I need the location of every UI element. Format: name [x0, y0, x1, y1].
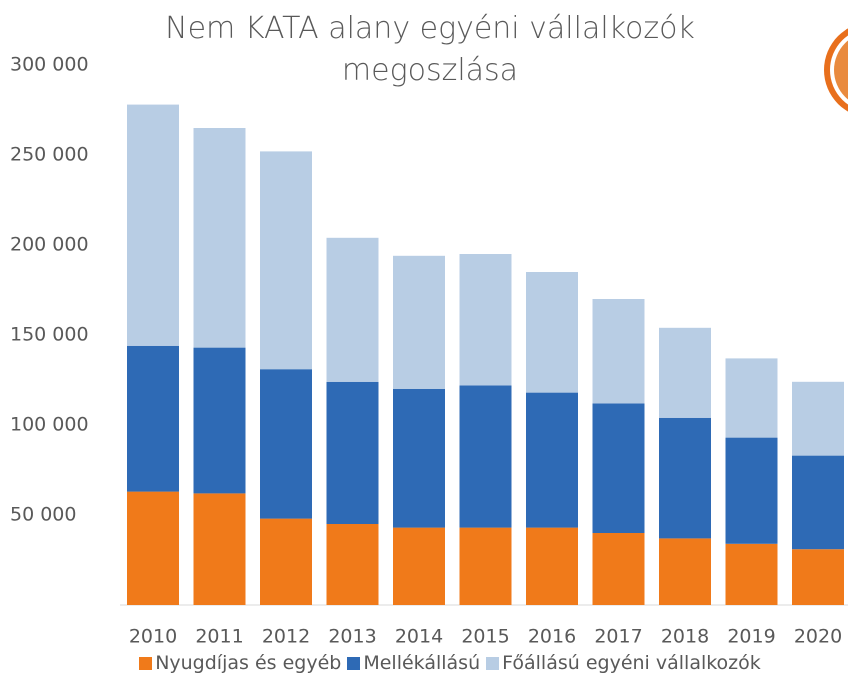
bar-segment [193, 347, 246, 494]
y-tick-label: 250 000 [10, 144, 89, 166]
bar-segment [193, 128, 246, 348]
x-tick-label: 2010 [129, 626, 177, 648]
chart-title: Nem KATA alany egyéni vállalkozók megosz… [165, 11, 695, 88]
bar-segment [792, 381, 844, 456]
bar-segment [326, 237, 379, 382]
y-tick-label: 300 000 [10, 54, 89, 76]
bar-segment [459, 527, 512, 605]
bar-segment [260, 518, 312, 605]
bar-segment [725, 543, 778, 605]
x-tick-label: 2012 [262, 626, 310, 648]
bar-segment [526, 272, 578, 393]
bar-segment [592, 403, 645, 533]
bar-segment [459, 385, 512, 528]
bar-segment [792, 455, 844, 550]
x-tick-label: 2020 [794, 626, 842, 648]
bar-segment [725, 358, 778, 438]
legend-label: Főállású egyéni vállalkozók [502, 652, 761, 674]
bar-segment [127, 345, 179, 492]
bar-segment [659, 327, 711, 418]
bar-segment [459, 254, 512, 386]
bar-segment [393, 255, 445, 389]
bar-segment [659, 538, 711, 605]
bar-segment [326, 524, 379, 605]
y-tick-label: 200 000 [10, 234, 89, 256]
bar-segment [127, 491, 179, 605]
y-tick-label: 150 000 [10, 324, 89, 346]
bar-segment [659, 417, 711, 539]
x-tick-label: 2014 [395, 626, 443, 648]
x-tick-label: 2013 [328, 626, 376, 648]
bar-segment [260, 151, 312, 370]
legend-label: Nyugdíjas és egyéb [155, 652, 342, 674]
bar-segment [526, 527, 578, 605]
bar-segment [592, 533, 645, 605]
x-tick-label: 2017 [594, 626, 642, 648]
legend-swatch [486, 656, 500, 670]
legend-item: Főállású egyéni vállalkozók [486, 652, 761, 674]
x-tick-label: 2019 [727, 626, 775, 648]
legend-item: Mellékállású [347, 652, 480, 674]
y-tick-label: 100 000 [10, 414, 89, 436]
x-tick-label: 2016 [528, 626, 576, 648]
bar-segment [526, 392, 578, 528]
bar-segment [326, 381, 379, 524]
bar-segment [592, 299, 645, 404]
bar-segment [725, 437, 778, 544]
bar-segment [393, 389, 445, 528]
bar-segment [260, 369, 312, 519]
x-tick-label: 2018 [661, 626, 709, 648]
bar-segment [193, 493, 246, 605]
bar-segment [393, 527, 445, 605]
legend-label: Mellékállású [363, 652, 481, 674]
x-tick-label: 2011 [195, 626, 243, 648]
y-tick-label: 50 000 [10, 504, 76, 526]
legend-swatch [347, 656, 361, 670]
logo-core [834, 40, 848, 100]
x-tick-label: 2015 [461, 626, 509, 648]
legend-item: Nyugdíjas és egyéb [139, 652, 341, 674]
bar-segment [792, 549, 844, 605]
legend-swatch [139, 656, 153, 670]
bar-segment [127, 104, 179, 346]
legend: Nyugdíjas és egyéb Mellékállású Főállású e… [0, 652, 848, 675]
